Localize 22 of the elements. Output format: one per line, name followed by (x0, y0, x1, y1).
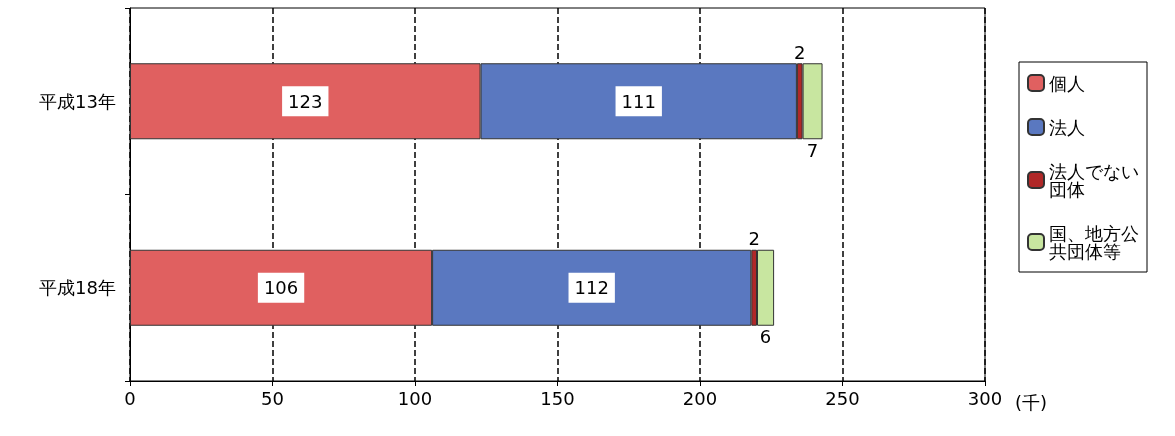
x-tick-label: 150 (540, 387, 575, 409)
data-label: 2 (748, 228, 760, 250)
x-tick-label: 200 (682, 387, 718, 409)
data-label: 7 (806, 139, 819, 161)
data-label: 2 (794, 41, 806, 63)
x-tick-label: 250 (825, 387, 860, 409)
legend-label: 個人 (1049, 72, 1085, 94)
data-label: 112 (574, 277, 609, 299)
x-tick-label: 100 (397, 387, 433, 409)
y-tick-label: 平成18年 (39, 277, 116, 299)
legend-label: 法人 (1049, 116, 1085, 138)
x-axis-title: (千) (1015, 391, 1048, 413)
x-tick-label: 50 (261, 387, 284, 409)
data-label: 6 (759, 326, 772, 348)
legend-label: 国、地方公共団体等 (1049, 222, 1139, 262)
data-label: 106 (263, 277, 299, 299)
y-tick-label: 平成13年 (39, 90, 116, 112)
x-tick-label: 300 (967, 387, 1003, 409)
legend-label: 法人でない団体 (1049, 160, 1139, 200)
data-label: 123 (288, 90, 323, 112)
data-label: 111 (621, 90, 656, 112)
x-tick-label: 0 (124, 387, 136, 409)
